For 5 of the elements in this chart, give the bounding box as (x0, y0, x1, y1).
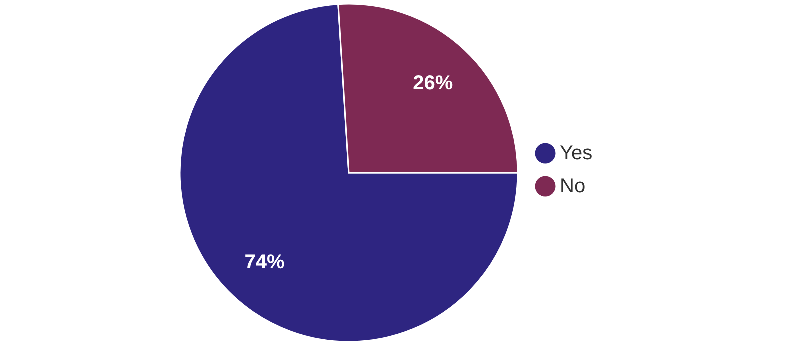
legend-label: Yes (560, 142, 593, 164)
legend-label: No (560, 176, 586, 198)
pie-slice (179, 4, 519, 343)
data-label: 26% (413, 72, 454, 94)
data-label: 74% (244, 252, 286, 274)
